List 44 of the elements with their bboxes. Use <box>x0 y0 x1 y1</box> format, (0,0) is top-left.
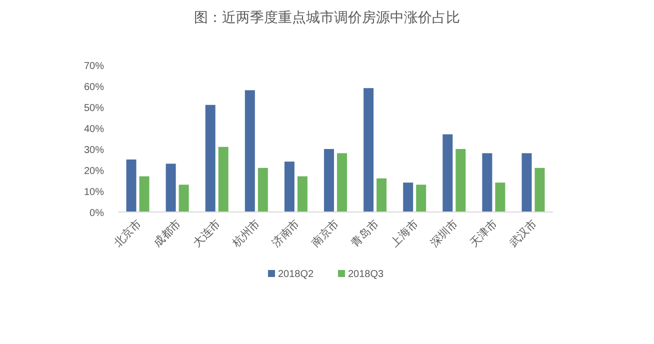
y-tick-label: 60% <box>84 82 104 93</box>
x-tick-label: 大连市 <box>190 216 223 250</box>
bar <box>126 160 136 212</box>
x-tick-label: 北京市 <box>111 216 144 250</box>
bar <box>416 184 426 212</box>
chart-title: 图：近两季度重点城市调价房源中涨价占比 <box>194 9 460 25</box>
y-tick-label: 40% <box>84 124 104 135</box>
bar <box>337 153 347 212</box>
legend-label: 2018Q3 <box>348 269 384 280</box>
bar <box>178 184 189 212</box>
bar <box>205 104 216 212</box>
y-tick-label: 0% <box>90 208 104 219</box>
bar <box>522 153 532 212</box>
x-tick-label: 青岛市 <box>348 216 382 250</box>
bar <box>456 149 466 212</box>
bar <box>166 164 176 212</box>
x-tick-label: 杭州市 <box>229 216 263 250</box>
x-tick-label: 南京市 <box>309 216 342 250</box>
x-tick-label: 上海市 <box>388 216 421 250</box>
bar <box>139 176 150 212</box>
bar <box>297 176 308 212</box>
x-tick-label: 深圳市 <box>428 216 460 250</box>
bar <box>284 162 294 212</box>
y-tick-label: 10% <box>84 187 104 198</box>
bar <box>258 168 268 212</box>
bar <box>442 134 453 212</box>
bar <box>244 90 255 212</box>
y-tick-label: 20% <box>84 166 104 177</box>
bar <box>324 149 334 212</box>
bar <box>218 146 228 212</box>
bar <box>482 153 492 212</box>
bar <box>403 182 414 212</box>
x-tick-label: 成都市 <box>150 216 184 250</box>
x-tick-label: 武汉市 <box>506 216 540 250</box>
bar <box>495 182 506 212</box>
x-tick-label: 济南市 <box>270 216 302 250</box>
x-tick-label: 天津市 <box>467 216 500 250</box>
bar <box>534 168 545 212</box>
bar <box>376 178 387 212</box>
legend-label: 2018Q2 <box>278 269 314 280</box>
y-tick-label: 50% <box>84 103 104 114</box>
y-tick-label: 30% <box>84 145 104 156</box>
y-tick-label: 70% <box>84 61 104 72</box>
bar <box>364 88 374 212</box>
